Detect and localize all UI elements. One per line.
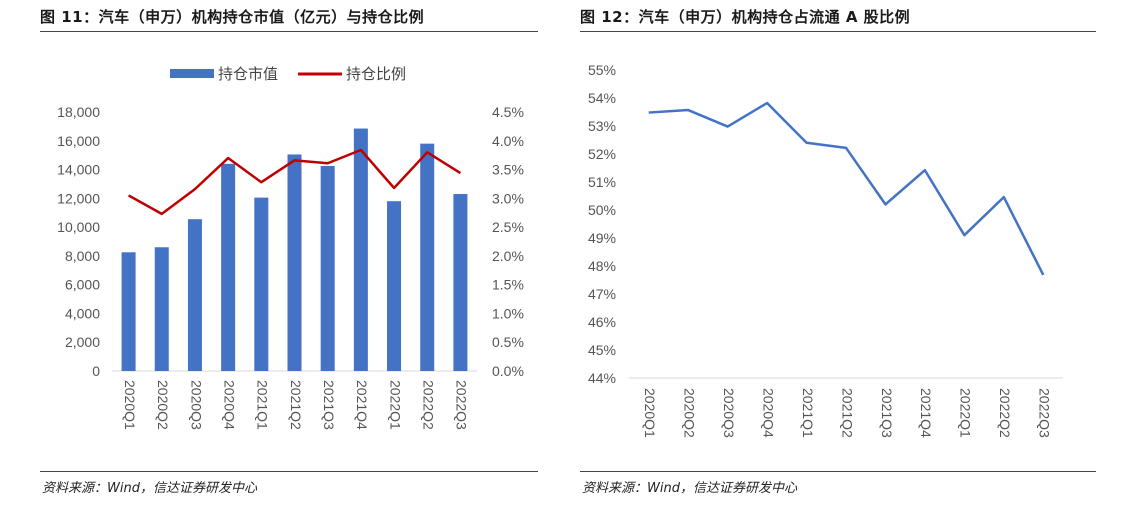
y-tick-label: 45% — [588, 342, 616, 358]
y-right-tick-label: 1.5% — [492, 277, 524, 293]
y-right-tick-label: 1.0% — [492, 305, 524, 321]
y-tick-label: 50% — [588, 202, 616, 218]
x-tick-label: 2022Q3 — [1037, 388, 1053, 438]
y-left-tick-label: 14,000 — [57, 162, 100, 178]
figure-12-chart: 44% 45% 46% 47% 48% 49% 50% 51% 52% 53% 54% 55% 2020… — [588, 62, 1063, 438]
chart1-legend: 持仓市值 持仓比例 — [170, 65, 406, 83]
y-tick-label: 52% — [588, 146, 616, 162]
x-tick-label: 2021Q3 — [879, 388, 895, 438]
y-right-tick-label: 3.5% — [492, 162, 524, 178]
x-tick-label: 2021Q2 — [288, 380, 304, 430]
x-tick-label: 2020Q2 — [681, 388, 697, 438]
y-right-tick-label: 0.5% — [492, 334, 524, 350]
x-tick-label: 2021Q1 — [255, 380, 271, 430]
figure-11-chart: 持仓市值 持仓比例 0 2,000 4,000 6,000 8,000 10,000 12,00… — [57, 65, 524, 430]
x-tick-label: 2020Q4 — [221, 380, 237, 430]
figure-12-top-rule — [580, 31, 1096, 32]
x-tick-label: 2020Q1 — [642, 388, 658, 438]
figure-12: 图 12：汽车（申万）机构持仓占流通 A 股比例 44% 45% 46% 47% 48%… — [566, 0, 1125, 507]
x-tick-label: 2020Q1 — [122, 380, 138, 430]
y-tick-label: 49% — [588, 230, 616, 246]
legend-bar-label: 持仓市值 — [218, 65, 278, 83]
x-tick-label: 2021Q3 — [321, 380, 337, 430]
y-left-tick-label: 0 — [92, 363, 100, 379]
y-right-tick-label: 2.5% — [492, 219, 524, 235]
bar-2022Q3 — [453, 194, 468, 371]
figure-11-bottom-rule — [40, 471, 538, 472]
x-tick-label: 2022Q3 — [454, 380, 470, 430]
bar-2021Q1 — [254, 197, 269, 371]
y-tick-label: 54% — [588, 90, 616, 106]
x-tick-label: 2021Q4 — [918, 388, 934, 438]
float-share-ratio-line — [648, 101, 1045, 276]
x-tick-label: 2020Q3 — [188, 380, 204, 430]
y-tick-label: 44% — [588, 370, 616, 386]
y-right-tick-label: 0.0% — [492, 363, 524, 379]
bar-2020Q2 — [154, 247, 169, 371]
bar-2022Q1 — [387, 201, 402, 371]
y-right-tick-label: 2.0% — [492, 248, 524, 264]
x-tick-label: 2022Q1 — [958, 388, 974, 438]
x-tick-label: 2021Q4 — [354, 380, 370, 430]
x-tick-label: 2022Q2 — [421, 380, 437, 430]
figure-11: 图 11：汽车（申万）机构持仓市值（亿元）与持仓比例 持仓市值 持仓比例 0 2,00… — [0, 0, 548, 507]
x-tick-label: 2020Q4 — [760, 388, 776, 438]
holding-ratio-line — [127, 148, 462, 216]
y-left-tick-label: 10,000 — [57, 219, 100, 235]
bar-2022Q2 — [420, 143, 435, 371]
y-tick-label: 51% — [588, 174, 616, 190]
figure-12-source: 资料来源：Wind，信达证券研发中心 — [582, 481, 797, 496]
bar-2020Q3 — [187, 219, 202, 371]
y-left-tick-label: 18,000 — [57, 104, 100, 120]
x-tick-label: 2020Q2 — [155, 380, 171, 430]
y-left-tick-label: 8,000 — [65, 248, 100, 264]
bar-2020Q1 — [121, 252, 136, 371]
y-right-tick-label: 3.0% — [492, 190, 524, 206]
y-tick-label: 46% — [588, 314, 616, 330]
bar-2021Q3 — [320, 165, 335, 371]
figure-12-bottom-rule — [580, 471, 1096, 472]
figure-11-source: 资料来源：Wind，信达证券研发中心 — [42, 481, 257, 496]
y-right-tick-label: 4.5% — [492, 104, 524, 120]
figure-11-title: 图 11：汽车（申万）机构持仓市值（亿元）与持仓比例 — [40, 8, 425, 26]
x-tick-label: 2022Q1 — [387, 380, 403, 430]
bar-2021Q4 — [353, 128, 368, 371]
figure-12-title: 图 12：汽车（申万）机构持仓占流通 A 股比例 — [580, 8, 911, 26]
bar-2021Q2 — [287, 154, 302, 371]
legend-bar-swatch — [170, 69, 214, 78]
y-left-tick-label: 6,000 — [65, 277, 100, 293]
y-tick-label: 48% — [588, 258, 616, 274]
x-tick-label: 2020Q3 — [721, 388, 737, 438]
y-right-tick-label: 4.0% — [492, 133, 524, 149]
y-left-tick-label: 4,000 — [65, 305, 100, 321]
x-tick-label: 2021Q2 — [839, 388, 855, 438]
y-left-tick-label: 12,000 — [57, 190, 100, 206]
figure-11-top-rule — [40, 31, 538, 32]
y-tick-label: 55% — [588, 62, 616, 78]
y-left-tick-label: 16,000 — [57, 133, 100, 149]
y-tick-label: 47% — [588, 286, 616, 302]
legend-line-label: 持仓比例 — [346, 65, 406, 83]
y-left-tick-label: 2,000 — [65, 334, 100, 350]
x-tick-label: 2021Q1 — [800, 388, 816, 438]
y-tick-label: 53% — [588, 118, 616, 134]
bar-2020Q4 — [221, 163, 236, 371]
x-tick-label: 2022Q2 — [997, 388, 1013, 438]
